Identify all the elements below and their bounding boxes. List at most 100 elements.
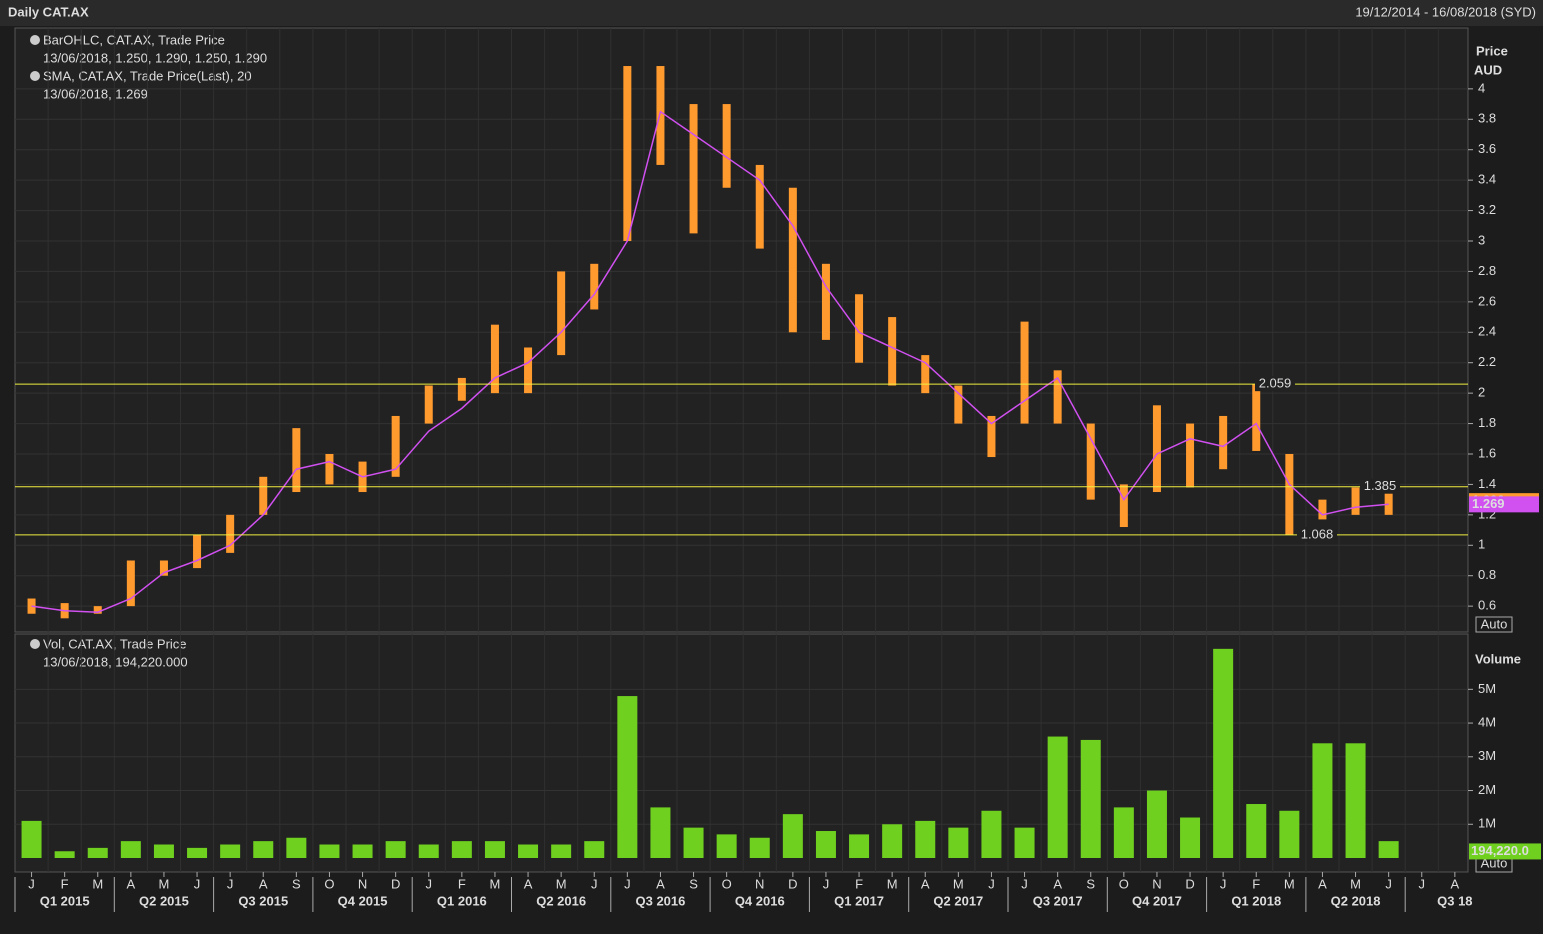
auto-button-label[interactable]: Auto	[1481, 616, 1508, 631]
volume-bar	[1180, 817, 1201, 858]
volume-bar	[352, 844, 373, 858]
y-tick-label: 1.6	[1478, 445, 1496, 460]
x-tick-label: J	[988, 876, 995, 891]
ohlc-bar	[292, 428, 301, 493]
ohlc-bar	[722, 104, 731, 188]
auto-button[interactable]	[1475, 616, 1513, 633]
quarter-label: Q1 2017	[834, 893, 884, 908]
x-tick-label: S	[689, 876, 698, 891]
ohlc-bar	[590, 263, 599, 310]
legend-icon[interactable]	[30, 35, 40, 45]
x-tick-label: N	[358, 876, 367, 891]
volume-bar	[220, 844, 241, 858]
volume-bar	[749, 837, 770, 858]
level-label: 1.068	[1301, 526, 1334, 541]
volume-bar	[1146, 790, 1167, 858]
ohlc-bar	[93, 606, 102, 614]
volume-bar	[915, 820, 936, 858]
volume-bar	[1312, 743, 1333, 858]
x-tick-label: O	[1119, 876, 1129, 891]
y-tick-label: 1.4	[1478, 476, 1496, 491]
ohlc-bar	[656, 66, 665, 165]
legend-readout: 13/06/2018, 194,220.000	[43, 654, 188, 669]
volume-bar	[650, 807, 671, 858]
volume-bar	[1047, 736, 1068, 858]
volume-bar	[1014, 827, 1035, 858]
ohlc-bar	[888, 317, 897, 386]
y-tick-label: 3M	[1478, 748, 1496, 763]
ohlc-bar	[126, 560, 135, 607]
volume-bar	[882, 824, 903, 858]
x-tick-label: D	[391, 876, 400, 891]
ohlc-bar	[325, 453, 334, 485]
volume-bar	[54, 851, 75, 858]
volume-bar	[1213, 648, 1234, 858]
volume-bar	[1113, 807, 1134, 858]
volume-bar	[153, 844, 174, 858]
volume-bar	[319, 844, 340, 858]
price-unit: AUD	[1474, 62, 1502, 77]
x-tick-label: J	[426, 876, 433, 891]
x-tick-label: O	[324, 876, 334, 891]
ohlc-bar	[424, 385, 433, 424]
x-tick-label: M	[1350, 876, 1361, 891]
quarter-label: Q2 2015	[139, 893, 189, 908]
ohlc-bar	[921, 355, 930, 394]
y-tick-label: 3.2	[1478, 202, 1496, 217]
y-tick-label: 1.8	[1478, 415, 1496, 430]
x-tick-label: J	[227, 876, 234, 891]
quarter-label: Q4 2015	[338, 893, 388, 908]
x-tick-label: M	[887, 876, 898, 891]
x-tick-label: A	[127, 876, 136, 891]
ohlc-bar	[259, 476, 268, 515]
quarter-label: Q3 18	[1437, 893, 1472, 908]
ohlc-bar	[1086, 423, 1095, 500]
chart-title: Daily CAT.AX	[8, 4, 89, 19]
ohlc-bar	[755, 164, 764, 249]
legend-entry: BarOHLC, CAT.AX, Trade Price	[43, 32, 225, 47]
ohlc-bar	[1285, 453, 1294, 535]
level-label: 1.385	[1364, 478, 1397, 493]
volume-axis-label: Volume	[1475, 651, 1521, 666]
volume-bar	[584, 841, 605, 858]
quarter-label: Q1 2016	[437, 893, 487, 908]
volume-bar	[551, 844, 572, 858]
volume-bar	[1279, 810, 1300, 858]
quarter-label: Q2 2018	[1331, 893, 1381, 908]
ohlc-bar	[226, 514, 235, 553]
legend-icon[interactable]	[30, 71, 40, 81]
y-tick-label: 5M	[1478, 681, 1496, 696]
volume-bar	[484, 841, 505, 858]
volume-bar	[187, 847, 208, 858]
legend-icon[interactable]	[30, 639, 40, 649]
x-tick-label: S	[1086, 876, 1095, 891]
x-tick-label: J	[823, 876, 830, 891]
y-tick-label: 3.6	[1478, 141, 1496, 156]
date-range: 19/12/2014 - 16/08/2018 (SYD)	[1355, 4, 1536, 19]
volume-bar	[253, 841, 274, 858]
volume-bar	[518, 844, 539, 858]
last-value-label: 194,220.0	[1471, 843, 1529, 858]
ohlc-bar	[1384, 492, 1393, 515]
ohlc-bar	[821, 263, 830, 340]
volume-bar	[286, 837, 307, 858]
level-label-bg	[1360, 478, 1400, 494]
x-tick-label: J	[591, 876, 598, 891]
x-tick-label: A	[1451, 876, 1460, 891]
quarter-label: Q2 2016	[536, 893, 586, 908]
legend-readout: 13/06/2018, 1.269	[43, 86, 148, 101]
y-tick-label: 2.4	[1478, 324, 1496, 339]
x-tick-label: A	[921, 876, 930, 891]
price-panel	[14, 27, 1469, 633]
y-tick-label: 2	[1478, 385, 1485, 400]
x-tick-label: F	[458, 876, 466, 891]
ohlc-bar	[490, 324, 499, 394]
x-tick-label: J	[1220, 876, 1227, 891]
x-tick-label: M	[556, 876, 567, 891]
x-tick-label: A	[656, 876, 665, 891]
level-label-bg	[1255, 376, 1295, 392]
ohlc-bar	[623, 66, 632, 241]
x-tick-label: M	[1284, 876, 1295, 891]
x-tick-label: A	[259, 876, 268, 891]
x-tick-label: J	[194, 876, 201, 891]
